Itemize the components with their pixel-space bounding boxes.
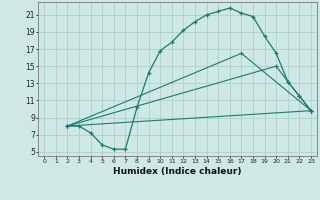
X-axis label: Humidex (Indice chaleur): Humidex (Indice chaleur) [113,167,242,176]
